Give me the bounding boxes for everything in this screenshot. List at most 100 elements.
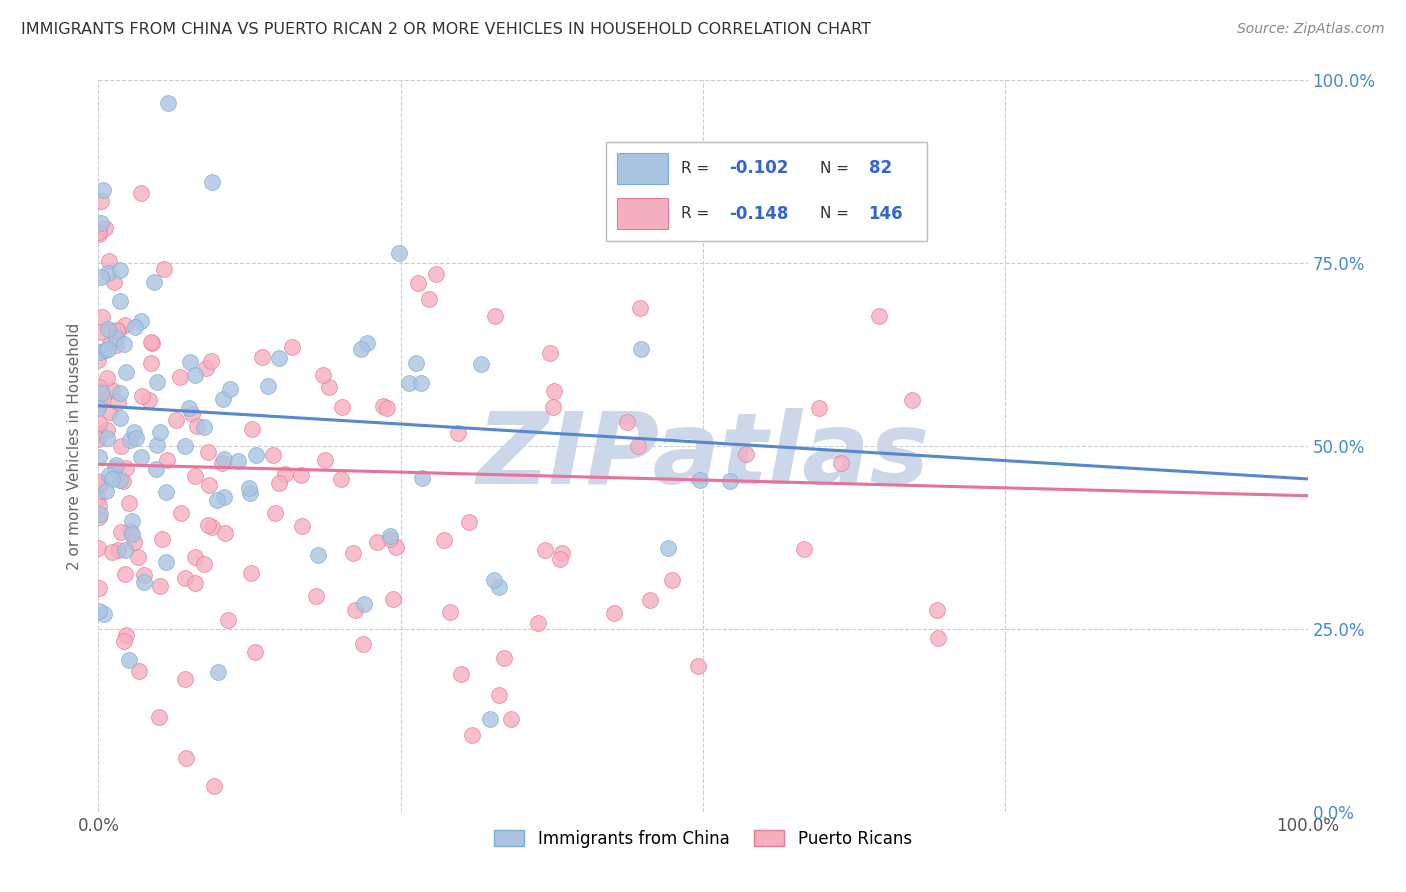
Point <box>89 225 111 239</box>
Point <box>129 313 152 327</box>
Point <box>87 395 110 409</box>
Point <box>94 343 117 358</box>
Point <box>87 380 110 394</box>
Point <box>628 301 651 316</box>
Point <box>174 751 197 765</box>
Point <box>808 157 831 171</box>
Point <box>127 549 149 564</box>
Point <box>186 419 208 434</box>
Point <box>375 401 398 415</box>
Point <box>97 322 120 336</box>
Point <box>110 293 132 308</box>
Point <box>484 309 506 323</box>
Point <box>344 603 367 617</box>
Point <box>193 420 215 434</box>
Point <box>179 401 201 416</box>
Point <box>207 665 229 680</box>
FancyBboxPatch shape <box>617 153 668 184</box>
Point <box>195 361 218 376</box>
Point <box>830 456 852 470</box>
Point <box>538 345 561 359</box>
Point <box>217 613 239 627</box>
Point <box>87 353 110 368</box>
Point <box>342 546 364 560</box>
Point <box>110 524 132 539</box>
Point <box>94 220 117 235</box>
Point <box>170 506 193 520</box>
Point <box>527 615 550 630</box>
Text: ZIPatlas: ZIPatlas <box>477 409 929 506</box>
Point <box>139 334 162 349</box>
Point <box>118 495 141 509</box>
Point <box>101 383 124 397</box>
Point <box>129 450 152 464</box>
Text: 82: 82 <box>869 159 891 178</box>
Point <box>139 356 162 370</box>
Point <box>239 486 262 500</box>
Point <box>121 527 143 541</box>
Point <box>411 471 433 485</box>
Text: IMMIGRANTS FROM CHINA VS PUERTO RICAN 2 OR MORE VEHICLES IN HOUSEHOLD CORRELATIO: IMMIGRANTS FROM CHINA VS PUERTO RICAN 2 … <box>21 22 872 37</box>
Point <box>927 631 949 645</box>
Point <box>198 478 221 492</box>
Point <box>488 688 510 702</box>
Point <box>156 453 179 467</box>
Point <box>145 461 167 475</box>
Point <box>616 415 638 429</box>
Point <box>155 555 177 569</box>
Point <box>87 491 110 506</box>
Point <box>91 310 114 324</box>
Point <box>627 440 650 454</box>
Point <box>173 571 195 585</box>
Point <box>89 384 111 398</box>
Point <box>499 713 522 727</box>
Point <box>470 357 492 371</box>
Point <box>240 422 263 436</box>
Point <box>548 552 571 566</box>
Point <box>114 366 136 380</box>
Point <box>808 401 831 416</box>
Point <box>202 779 225 793</box>
Point <box>87 227 110 241</box>
Point <box>87 541 110 555</box>
Text: -0.148: -0.148 <box>730 204 789 223</box>
Point <box>157 95 180 110</box>
Point <box>122 534 145 549</box>
Point <box>179 355 201 369</box>
Point <box>107 394 129 409</box>
Y-axis label: 2 or more Vehicles in Household: 2 or more Vehicles in Household <box>67 322 83 570</box>
Legend: Immigrants from China, Puerto Ricans: Immigrants from China, Puerto Ricans <box>488 823 918 855</box>
Point <box>90 194 112 209</box>
Point <box>110 386 132 401</box>
Point <box>184 575 207 590</box>
Point <box>105 323 128 337</box>
Point <box>353 597 375 611</box>
Point <box>90 385 112 400</box>
Point <box>482 573 505 587</box>
Point <box>371 399 394 413</box>
Point <box>184 368 207 382</box>
Point <box>312 368 335 383</box>
Point <box>281 340 304 354</box>
Text: Source: ZipAtlas.com: Source: ZipAtlas.com <box>1237 22 1385 37</box>
Point <box>541 400 564 414</box>
Point <box>408 276 430 290</box>
Point <box>457 515 479 529</box>
Point <box>111 474 134 488</box>
Point <box>155 484 177 499</box>
Point <box>146 438 169 452</box>
Point <box>131 389 153 403</box>
Point <box>96 424 118 438</box>
Point <box>87 426 110 441</box>
Point <box>450 667 472 681</box>
Point <box>97 404 120 418</box>
Point <box>201 520 224 534</box>
Point <box>141 336 163 351</box>
Point <box>305 589 328 603</box>
Point <box>149 425 172 439</box>
Point <box>193 557 215 571</box>
Point <box>267 475 290 490</box>
Point <box>492 651 515 665</box>
Point <box>87 510 110 524</box>
Text: R =: R = <box>682 206 714 221</box>
